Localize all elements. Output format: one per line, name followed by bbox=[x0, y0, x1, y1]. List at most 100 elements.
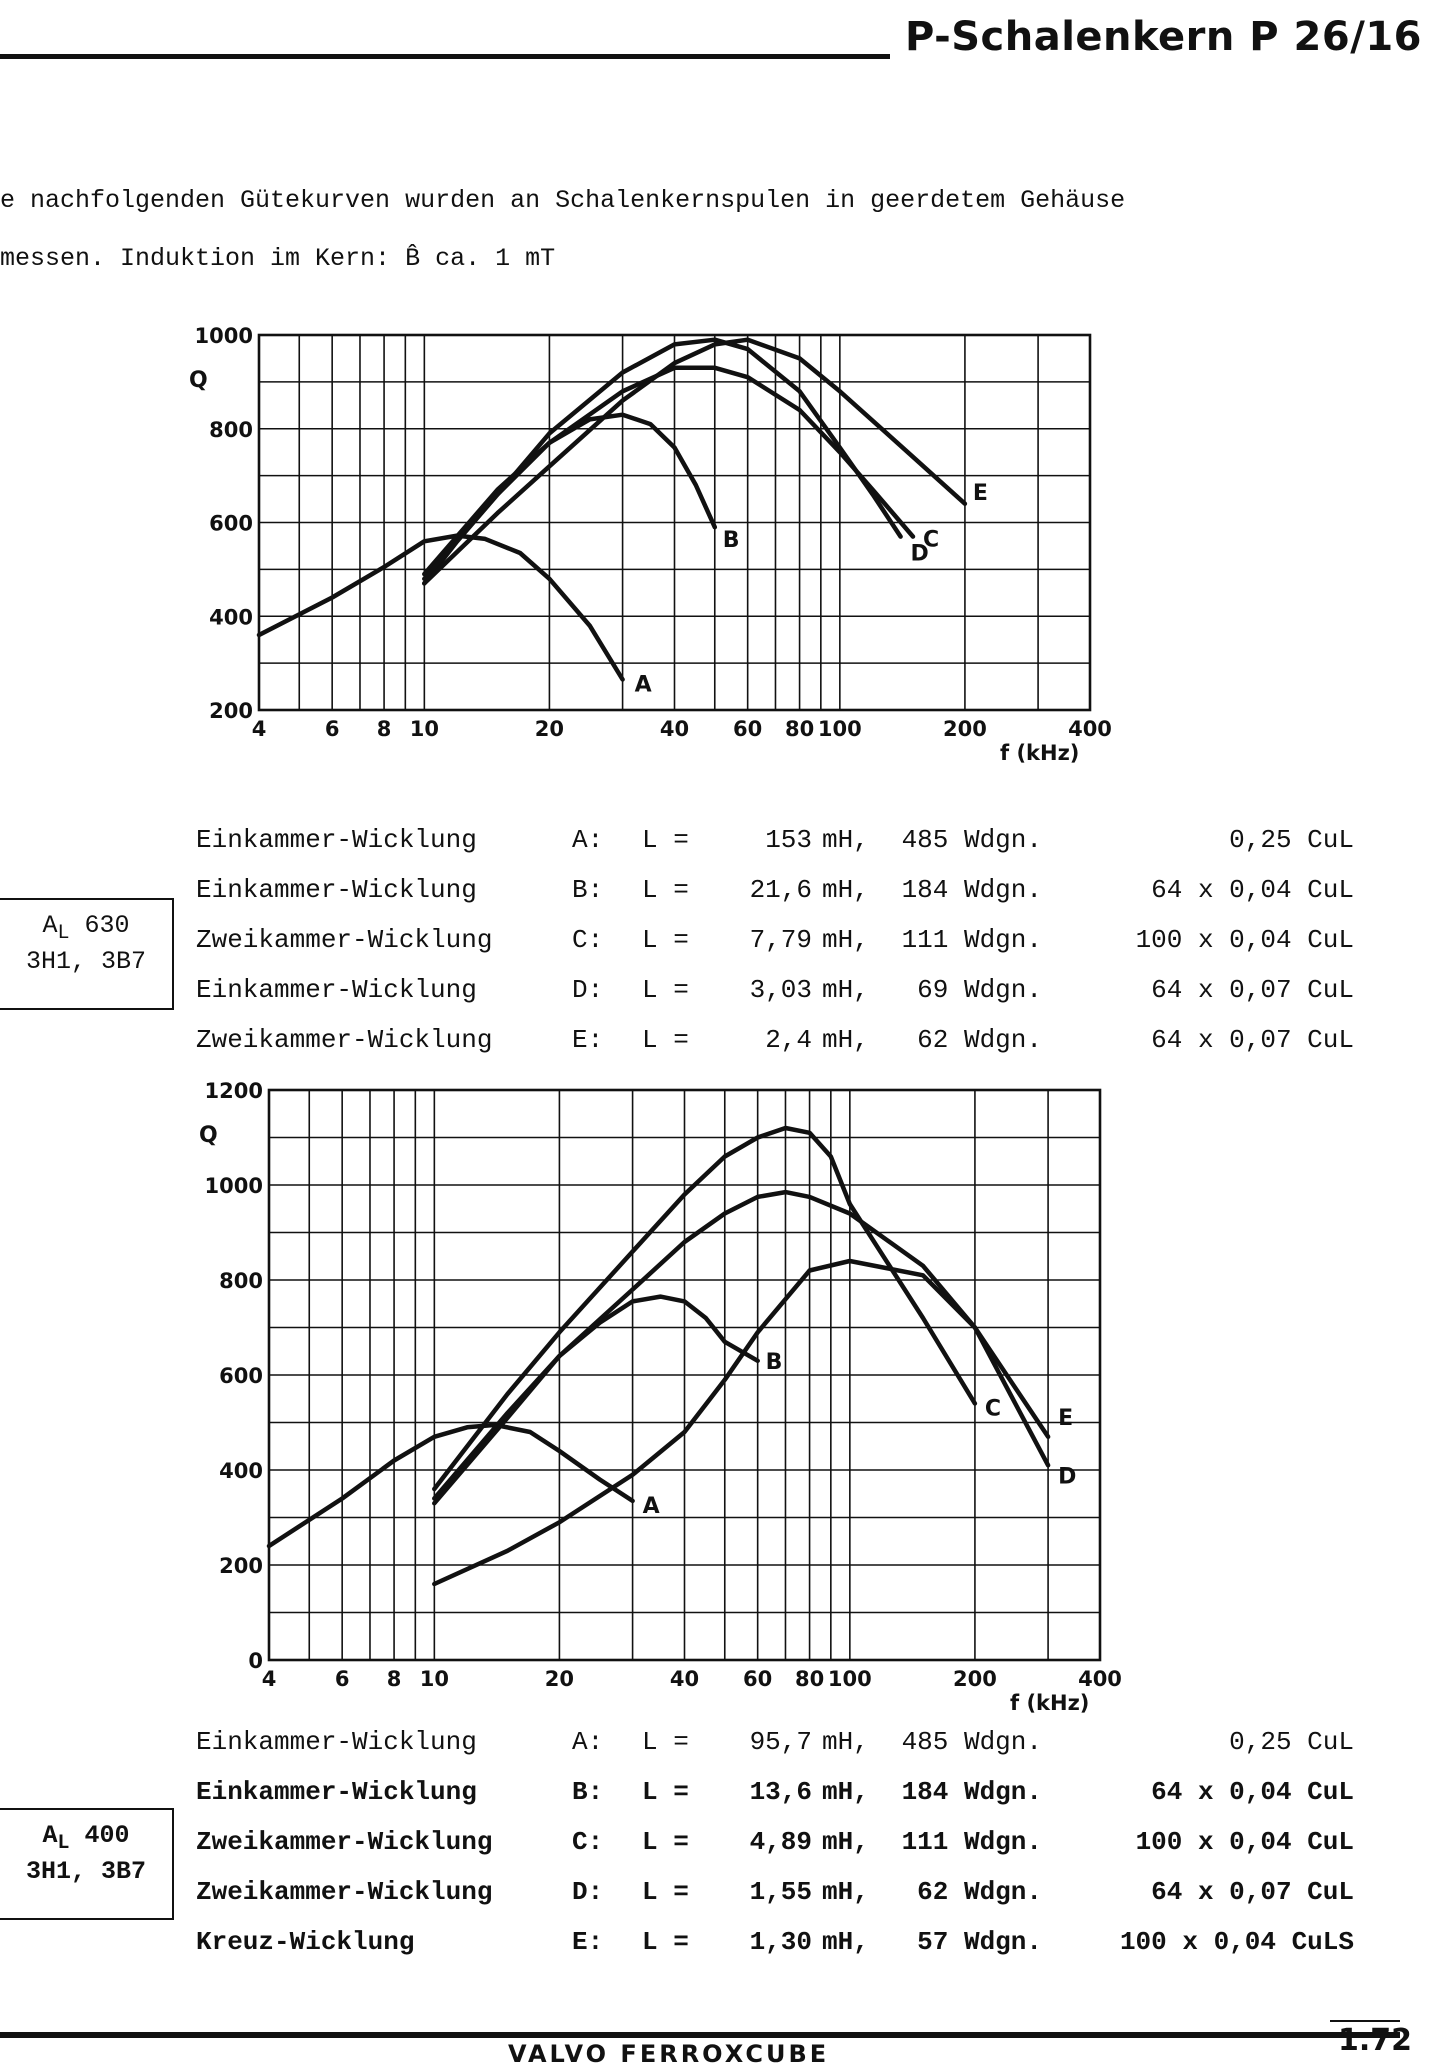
al-label: AL 400 bbox=[0, 1820, 172, 1856]
turns-count: 184 Wdgn. bbox=[901, 875, 1042, 905]
inductance-symbol: L = bbox=[642, 825, 689, 855]
y-tick-label: 800 bbox=[219, 1269, 263, 1293]
turns-count: 485 Wdgn. bbox=[901, 1727, 1042, 1757]
al-label: AL 630 bbox=[0, 910, 172, 946]
turns-count: 57 Wdgn. bbox=[917, 1927, 1042, 1957]
plot-frame bbox=[267, 1088, 1102, 1662]
al-subscript: L bbox=[57, 1832, 70, 1855]
x-tick-label: 400 bbox=[1078, 1667, 1122, 1691]
curve-label-d: D bbox=[1058, 1464, 1076, 1489]
inductance-unit: mH, bbox=[822, 875, 869, 905]
x-tick-label: 4 bbox=[252, 717, 267, 741]
y-tick-label: 600 bbox=[219, 1364, 263, 1388]
y-tick-label: 400 bbox=[219, 1459, 263, 1483]
footer-brand: VALVO FERROXCUBE bbox=[508, 2040, 830, 2068]
x-tick-label: 400 bbox=[1068, 717, 1112, 741]
x-tick-label: 6 bbox=[325, 717, 340, 741]
al-letter: A bbox=[42, 1821, 58, 1850]
wire-spec: 64 x 0,04 CuL bbox=[1151, 1777, 1354, 1807]
x-tick-label: 80 bbox=[785, 717, 814, 741]
curve-d bbox=[422, 337, 903, 582]
footer-rule bbox=[0, 2032, 1400, 2038]
x-tick-label: 200 bbox=[953, 1667, 997, 1691]
winding-row: Einkammer-Wicklung D: L = 3,03 mH, 69 Wdgn. 64… bbox=[196, 965, 1354, 1015]
inductance-value: 95,7 bbox=[749, 1727, 812, 1757]
winding-type: Zweikammer-Wicklung bbox=[196, 925, 493, 955]
inductance-unit: mH, bbox=[822, 1025, 869, 1055]
x-tick-label: 8 bbox=[387, 1667, 402, 1691]
curve-c bbox=[432, 1125, 978, 1492]
inductance-symbol: L = bbox=[642, 1877, 689, 1907]
winding-type: Einkammer-Wicklung bbox=[196, 825, 477, 855]
curve-label-a: A bbox=[643, 1494, 660, 1519]
plot-frame bbox=[257, 333, 1092, 712]
curve-e bbox=[422, 337, 968, 586]
x-tick-label: 60 bbox=[743, 1667, 772, 1691]
y-axis-label: Q bbox=[189, 368, 208, 393]
turns-count: 62 Wdgn. bbox=[917, 1877, 1042, 1907]
winding-letter: C: bbox=[572, 1827, 604, 1857]
x-tick-label: 200 bbox=[943, 717, 987, 741]
inductance-unit: mH, bbox=[822, 1877, 869, 1907]
inductance-symbol: L = bbox=[642, 925, 689, 955]
turns-count: 69 Wdgn. bbox=[917, 975, 1042, 1005]
winding-type: Einkammer-Wicklung bbox=[196, 1777, 477, 1807]
winding-type: Kreuz-Wicklung bbox=[196, 1927, 415, 1957]
al-letter: A bbox=[42, 911, 58, 940]
curve-b bbox=[422, 412, 718, 586]
inductance-value: 13,6 bbox=[749, 1777, 812, 1807]
y-tick-label: 600 bbox=[209, 512, 253, 536]
inductance-unit: mH, bbox=[822, 1827, 869, 1857]
wire-spec: 100 x 0,04 CuLS bbox=[1119, 1927, 1354, 1957]
header-rule bbox=[0, 54, 890, 59]
winding-row: Einkammer-Wicklung A: L = 153 mH, 485 Wdgn. 0,… bbox=[196, 815, 1354, 865]
wire-spec: 0,25 CuL bbox=[1229, 825, 1354, 855]
y-tick-label: 1000 bbox=[205, 1174, 263, 1198]
page-title: P-Schalenkern P 26/16 bbox=[905, 14, 1422, 60]
winding-row: Einkammer-Wicklung B: L = 21,6 mH, 184 Wdgn. 6… bbox=[196, 865, 1354, 915]
winding-type: Einkammer-Wicklung bbox=[196, 975, 477, 1005]
inductance-symbol: L = bbox=[642, 1827, 689, 1857]
winding-table-body: Einkammer-Wicklung A: L = 95,7 mH, 485 Wdgn. 0… bbox=[196, 1717, 1354, 1967]
winding-table-al630: Einkammer-Wicklung A: L = 153 mH, 485 Wdgn. 0,… bbox=[196, 815, 1354, 1065]
wire-spec: 64 x 0,04 CuL bbox=[1151, 875, 1354, 905]
y-tick-label: 1000 bbox=[195, 324, 253, 348]
curve-e bbox=[432, 1258, 1051, 1587]
wire-spec: 64 x 0,07 CuL bbox=[1151, 1025, 1354, 1055]
winding-row: Zweikammer-Wicklung D: L = 1,55 mH, 62 Wdgn. 6… bbox=[196, 1867, 1354, 1917]
x-tick-label: 4 bbox=[262, 1667, 277, 1691]
curve-label-c: C bbox=[985, 1397, 1001, 1422]
y-tick-label: 0 bbox=[248, 1649, 263, 1673]
winding-letter: B: bbox=[572, 875, 604, 905]
inductance-symbol: L = bbox=[642, 1927, 689, 1957]
core-materials: 3H1, 3B7 bbox=[25, 947, 147, 976]
al-value-box-1: AL 630 3H1, 3B7 bbox=[0, 898, 174, 1010]
inductance-unit: mH, bbox=[822, 1927, 869, 1957]
al-value-box-2: AL 400 3H1, 3B7 bbox=[0, 1808, 174, 1920]
x-axis-label: f (kHz) bbox=[1010, 1691, 1089, 1715]
winding-type: Zweikammer-Wicklung bbox=[196, 1827, 493, 1857]
winding-row: Einkammer-Wicklung B: L = 13,6 mH, 184 Wdgn. 6… bbox=[196, 1767, 1354, 1817]
turns-count: 111 Wdgn. bbox=[901, 1827, 1042, 1857]
turns-count: 62 Wdgn. bbox=[917, 1025, 1042, 1055]
winding-row: Zweikammer-Wicklung E: L = 2,4 mH, 62 Wdgn. 64… bbox=[196, 1015, 1354, 1065]
inductance-symbol: L = bbox=[642, 1777, 689, 1807]
wire-spec: 100 x 0,04 CuL bbox=[1135, 1827, 1354, 1857]
curve-label-d: D bbox=[911, 542, 929, 567]
x-tick-label: 100 bbox=[828, 1667, 872, 1691]
x-tick-label: 80 bbox=[795, 1667, 824, 1691]
x-axis-label: f (kHz) bbox=[1000, 741, 1079, 765]
winding-type: Einkammer-Wicklung bbox=[196, 875, 477, 905]
winding-letter: E: bbox=[572, 1025, 604, 1055]
y-tick-label: 200 bbox=[209, 699, 253, 723]
intro-line-1: e nachfolgenden Gütekurven wurden an Sch… bbox=[0, 186, 1126, 215]
page-number: 1.72 bbox=[1338, 2023, 1413, 2058]
inductance-value: 1,30 bbox=[749, 1927, 812, 1957]
inductance-unit: mH, bbox=[822, 925, 869, 955]
x-tick-label: 20 bbox=[545, 1667, 574, 1691]
inductance-value: 2,4 bbox=[765, 1025, 812, 1055]
y-tick-label: 400 bbox=[209, 605, 253, 629]
al-subscript: L bbox=[57, 922, 70, 945]
x-tick-label: 40 bbox=[660, 717, 689, 741]
winding-type: Einkammer-Wicklung bbox=[196, 1727, 477, 1757]
